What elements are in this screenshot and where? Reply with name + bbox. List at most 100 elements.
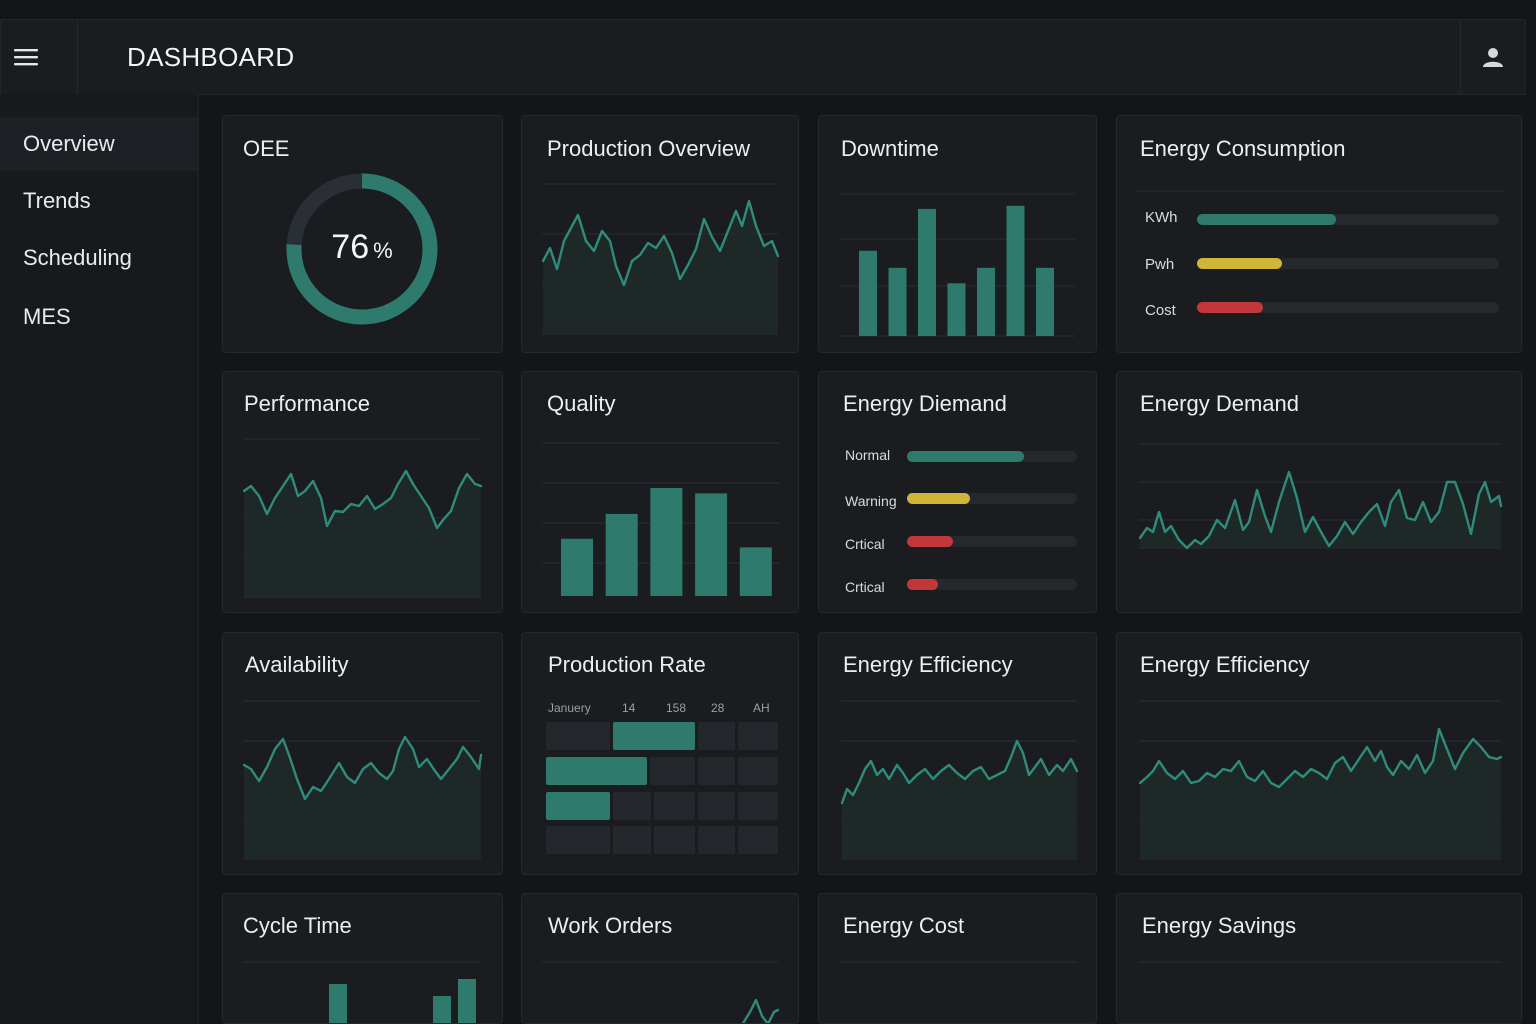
user-button[interactable] [1460, 20, 1525, 94]
cycle-time-bar [433, 996, 451, 1023]
quality-chart [542, 442, 780, 596]
critical-bar [907, 536, 1077, 547]
quality-bar [561, 538, 593, 596]
cycle-time-chart [243, 961, 481, 1023]
availability-card[interactable]: Availability [222, 632, 503, 875]
card-title: Downtime [841, 136, 939, 161]
production-overview-card[interactable]: Production Overview [521, 115, 799, 353]
quality-card[interactable]: Quality [521, 371, 799, 613]
pwh-bar [1197, 258, 1499, 269]
sidebar-item-trends[interactable]: Trends [23, 188, 91, 213]
energy-demand-chart [1139, 443, 1503, 550]
work-orders-chart [542, 961, 780, 1023]
cycle-time-card[interactable]: Cycle Time [222, 893, 503, 1024]
card-title: Performance [244, 391, 370, 416]
card-title: Energy Savings [1142, 913, 1297, 938]
hamburger-icon [14, 49, 38, 66]
pwh-label: Pwh [1145, 256, 1175, 273]
sidebar-item-mes[interactable]: MES [23, 304, 71, 329]
availability-area [244, 737, 481, 859]
energy-cost-card[interactable]: Energy Cost [818, 893, 1097, 1024]
divider [1137, 190, 1503, 192]
card-title: OEE [243, 136, 290, 161]
column-header: 28 [711, 701, 725, 715]
downtime-bar [859, 250, 877, 336]
cycle-time-bar [329, 984, 347, 1023]
downtime-bar [947, 283, 966, 336]
card-title: Energy Efficiency [843, 652, 1013, 677]
column-header: Januery [548, 701, 591, 715]
energy-consumption-card[interactable]: Energy Consumption KWh Pwh Cost [1116, 115, 1522, 353]
downtime-bar [977, 267, 995, 336]
oee-unit: % [373, 238, 393, 263]
warning-fill [907, 493, 970, 504]
user-icon [1483, 48, 1503, 67]
downtime-card[interactable]: Downtime [818, 115, 1097, 353]
sidebar-item-overview[interactable]: Overview [0, 117, 198, 171]
column-header: 14 [622, 701, 636, 715]
kwh-fill [1197, 214, 1336, 225]
performance-chart [243, 438, 483, 598]
grid-cell [546, 722, 610, 750]
grid-cell [654, 826, 695, 854]
card-title: Energy Demand [1140, 391, 1299, 416]
page-title: DASHBOARD [127, 42, 295, 72]
energy-efficiency-area-2 [1140, 729, 1501, 859]
top-bar: DASHBOARD [0, 19, 1526, 95]
production-overview-line [542, 199, 780, 287]
downtime-bar [918, 208, 936, 336]
grid-cell [654, 792, 695, 820]
grid-cell [546, 826, 610, 854]
card-title: Cycle Time [243, 913, 352, 938]
oee-number: 76 [331, 228, 370, 266]
grid-cell [698, 792, 735, 820]
card-title: Availability [245, 652, 349, 677]
work-orders-line [741, 998, 780, 1023]
oee-value: 76% [286, 228, 438, 267]
downtime-bar [888, 267, 907, 336]
grid-cell [738, 757, 778, 785]
energy-demand-area [1140, 472, 1501, 548]
grid-cell [738, 826, 778, 854]
performance-area [244, 471, 481, 597]
grid-cell [738, 792, 778, 820]
energy-demand-card[interactable]: Energy Demand [1116, 371, 1522, 613]
quality-bar [739, 547, 772, 596]
card-title: Energy Cost [843, 913, 965, 938]
grid-cell [650, 757, 695, 785]
warning-label: Warning [845, 493, 897, 509]
energy-efficiency-chart-1 [841, 700, 1079, 860]
grid-cell [698, 757, 735, 785]
pwh-fill [1197, 258, 1282, 269]
work-orders-card[interactable]: Work Orders [521, 893, 799, 1024]
cost-bar [1197, 302, 1499, 313]
column-header: 158 [666, 701, 687, 715]
menu-button[interactable] [1, 20, 78, 94]
cost-fill [1197, 302, 1264, 313]
production-overview-chart [542, 183, 780, 335]
energy-efficiency-card-1[interactable]: Energy Efficiency [818, 632, 1097, 875]
availability-line [243, 735, 483, 801]
critical-fill [907, 536, 953, 547]
oee-donut-chart [286, 173, 438, 325]
quality-bar [650, 488, 683, 596]
kwh-bar [1197, 214, 1499, 225]
availability-chart [243, 700, 483, 860]
grid-cell [698, 722, 735, 750]
energy-savings-card[interactable]: Energy Savings [1116, 893, 1522, 1024]
grid-cell [738, 722, 778, 750]
energy-diemand-card[interactable]: Energy Diemand Normal Warning Crtical Cr… [818, 371, 1097, 613]
quality-bar [695, 493, 728, 596]
sidebar-item-scheduling[interactable]: Scheduling [23, 245, 132, 270]
card-title: Production Rate [548, 652, 706, 677]
sidebar: Overview Trends Scheduling MES [0, 94, 199, 1024]
grid-cell-filled [546, 792, 610, 820]
energy-efficiency-chart-2 [1139, 700, 1503, 860]
critical-fill-2 [907, 579, 938, 590]
grid-cell-filled [546, 757, 647, 785]
card-title: Energy Diemand [843, 391, 1007, 416]
performance-card[interactable]: Performance [222, 371, 503, 613]
downtime-bar [1036, 267, 1054, 336]
production-rate-card[interactable]: Production Rate Januery 14 158 28 AH [521, 632, 799, 875]
energy-efficiency-card-2[interactable]: Energy Efficiency [1116, 632, 1522, 875]
